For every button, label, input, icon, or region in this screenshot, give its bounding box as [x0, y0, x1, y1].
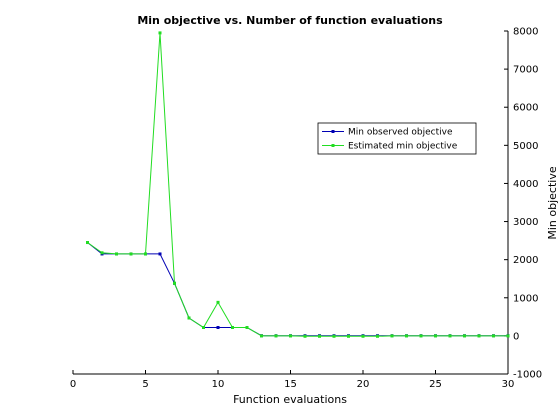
- legend: Min observed objective Estimated min obje…: [317, 122, 477, 155]
- estimated-objective-point: [347, 334, 350, 338]
- x-tick-label: 25: [429, 379, 442, 390]
- y-tick-label: 2000: [513, 255, 538, 266]
- legend-entry-label: Min observed objective: [348, 128, 453, 138]
- estimated-objective-point: [390, 334, 394, 338]
- estimated-objective-point: [463, 334, 466, 338]
- estimated-objective-point: [318, 334, 321, 338]
- estimated-objective-point: [202, 326, 205, 330]
- observed-objective-point: [158, 252, 162, 256]
- y-tick-label: 7000: [513, 65, 538, 76]
- estimated-objective-point: [245, 326, 249, 330]
- estimated-objective-point: [434, 334, 437, 338]
- plot-series: [86, 31, 510, 338]
- y-tick-label: 1000: [513, 293, 538, 304]
- estimated-objective-point: [405, 334, 408, 338]
- x-tick-label: 20: [357, 379, 370, 390]
- estimated-objective-point: [129, 252, 133, 256]
- y-tick-label: 4000: [513, 179, 538, 190]
- estimated-objective-point: [158, 31, 162, 35]
- estimated-objective-point: [115, 252, 118, 256]
- estimated-objective-point: [289, 334, 292, 338]
- observed-objective-line: [87, 242, 508, 337]
- estimated-objective-point: [260, 334, 263, 338]
- estimated-objective-point: [173, 281, 176, 285]
- axes: [73, 31, 509, 375]
- x-tick-label: 5: [142, 379, 148, 390]
- x-tick-label: 0: [70, 379, 76, 390]
- estimated-objective-point: [376, 334, 379, 338]
- y-axis-label: Min objective: [546, 166, 559, 239]
- y-tick-label: 6000: [513, 103, 538, 114]
- legend-entry-label: Estimated min objective: [348, 142, 458, 152]
- y-tick-label: 5000: [513, 141, 538, 152]
- legend-box: [317, 122, 477, 155]
- legend-marker-sample: [331, 130, 335, 133]
- estimated-objective-point: [361, 334, 365, 338]
- estimated-objective-point: [187, 316, 191, 320]
- estimated-objective-point: [448, 334, 452, 338]
- estimated-objective-point: [274, 334, 278, 338]
- chart-title: Min objective vs. Number of function eva…: [137, 14, 443, 27]
- estimated-objective-point: [231, 326, 234, 330]
- legend-marker-sample: [331, 144, 335, 147]
- estimated-objective-point: [100, 251, 104, 255]
- estimated-objective-point: [492, 334, 495, 338]
- estimated-objective-point: [144, 252, 147, 256]
- y-tick-label: 8000: [513, 27, 538, 38]
- x-axis-label: Function evaluations: [233, 393, 347, 406]
- x-tick-label: 15: [284, 379, 297, 390]
- y-axis-ticks: -1000 0 1000 2000 3000 4000 5000 6000 7000 8000: [504, 27, 542, 381]
- estimated-objective-point: [216, 300, 220, 304]
- estimated-objective-point: [419, 334, 423, 338]
- x-tick-label: 30: [502, 379, 515, 390]
- y-tick-label: -1000: [513, 370, 542, 381]
- y-tick-label: 3000: [513, 217, 538, 228]
- estimated-objective-point: [86, 241, 89, 245]
- estimated-objective-point: [303, 334, 307, 338]
- estimated-objective-line: [87, 32, 508, 337]
- y-tick-label: 0: [513, 331, 519, 342]
- estimated-objective-point: [506, 334, 510, 338]
- x-tick-label: 10: [212, 379, 225, 390]
- estimated-objective-point: [477, 334, 481, 338]
- estimated-objective-point: [332, 334, 336, 338]
- x-axis-ticks: 0 5 10 15 20 25 30: [70, 370, 515, 390]
- observed-objective-point: [216, 326, 220, 330]
